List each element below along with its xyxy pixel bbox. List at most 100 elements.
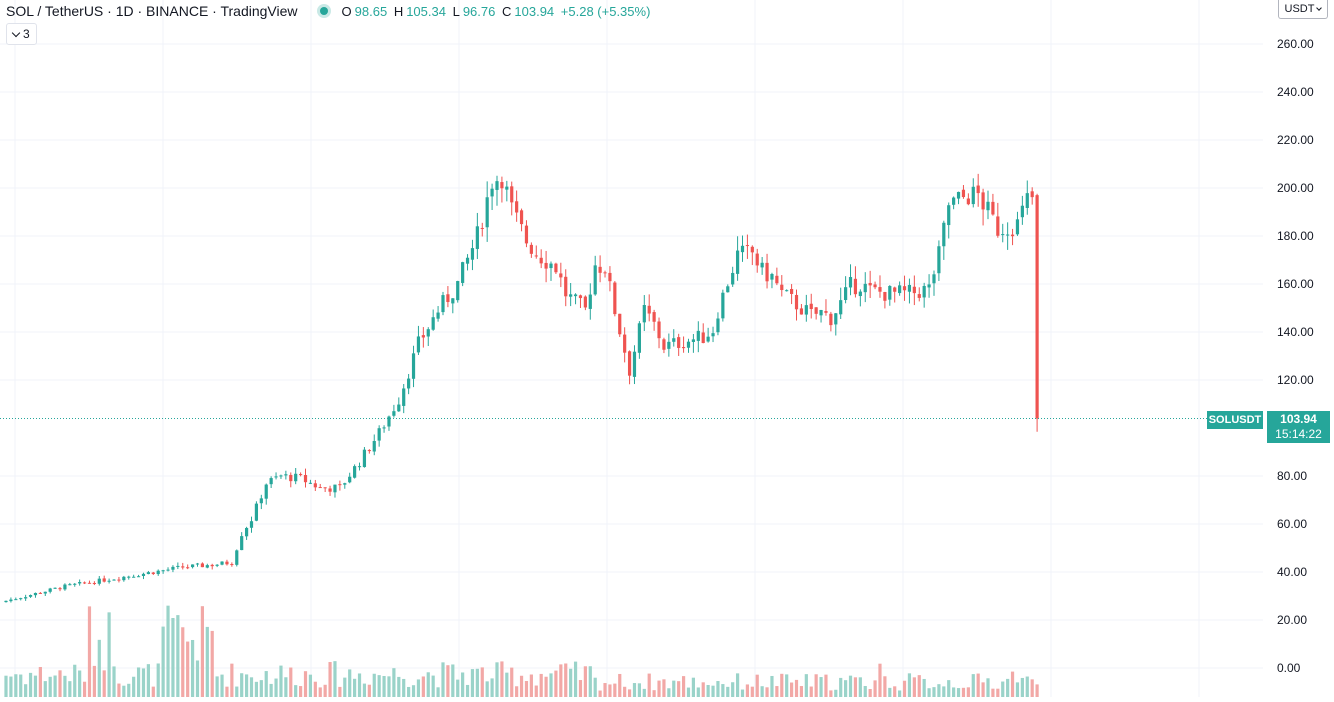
volume-bar [490, 678, 494, 697]
candle-down [647, 305, 651, 314]
volume-bar [244, 674, 249, 697]
candle-up [711, 333, 715, 337]
candle-up [858, 291, 862, 297]
volume-bar [421, 676, 425, 697]
candle-up [107, 580, 111, 582]
volume-bar [176, 615, 180, 697]
volume-bar [78, 670, 82, 697]
volume-bar [122, 685, 126, 697]
candle-down [883, 292, 887, 301]
candle-down [961, 189, 966, 198]
candle-up [475, 226, 479, 249]
volume-bar [652, 690, 656, 697]
volume-bar [839, 677, 843, 697]
candle-up [53, 587, 57, 589]
candle-down [446, 294, 450, 303]
candle-down [991, 201, 995, 215]
candle-up [416, 336, 421, 353]
volume-bar [333, 661, 337, 697]
candle-up [264, 484, 268, 499]
price-axis-background [1263, 0, 1334, 697]
candle-up [942, 222, 946, 247]
candle-up [407, 378, 411, 389]
candle-down [603, 272, 607, 274]
candle-down [829, 313, 833, 326]
candle-up [1020, 205, 1024, 218]
candle-up [593, 265, 597, 295]
volume-bar [63, 675, 67, 697]
candle-up [146, 572, 150, 575]
candle-down [186, 567, 190, 569]
candle-up [956, 191, 961, 199]
candle-up [937, 246, 941, 274]
candle-down [809, 303, 813, 310]
symbol-title[interactable]: SOL / TetherUS · 1D · BINANCE · TradingV… [6, 3, 298, 19]
candle-up [686, 341, 691, 348]
candle-up [348, 476, 352, 483]
candle-up [770, 273, 774, 280]
volume-bar [765, 687, 769, 697]
volume-bar [883, 676, 887, 697]
volume-bar [1010, 671, 1015, 697]
volume-bar [623, 686, 627, 697]
volume-bar [181, 627, 185, 697]
volume-bars [4, 605, 1039, 697]
volume-bar [308, 674, 313, 697]
candle-up [1006, 234, 1010, 236]
volume-bar [539, 673, 543, 697]
volume-bar [225, 686, 229, 697]
volume-bar [436, 687, 440, 697]
volume-bar [470, 669, 475, 697]
volume-bar [824, 674, 828, 697]
volume-bar [956, 688, 961, 697]
candle-up [465, 257, 470, 264]
candle-down [917, 294, 921, 298]
candle-down [544, 262, 548, 269]
volume-bar [274, 678, 278, 697]
candle-down [87, 582, 92, 584]
candle-up [863, 283, 867, 293]
volume-bar [397, 676, 401, 697]
candle-up [9, 599, 13, 602]
currency-select[interactable]: USDT [1278, 0, 1328, 19]
candle-down [303, 475, 308, 483]
volume-bar [92, 665, 96, 697]
volume-bar [387, 676, 391, 697]
candle-up [505, 186, 509, 190]
candle-up [731, 272, 735, 285]
volume-bar [952, 687, 956, 697]
volume-bar [672, 680, 676, 697]
collapse-indicators-button[interactable]: 3 [6, 23, 37, 45]
candle-down [230, 564, 234, 566]
candle-up [426, 329, 430, 337]
candle-down [421, 335, 425, 338]
volume-bar [790, 682, 794, 697]
currency-label: USDT [1284, 3, 1315, 15]
candle-up [19, 598, 23, 600]
candle-down [328, 488, 332, 492]
chart-legend: SOL / TetherUS · 1D · BINANCE · TradingV… [6, 2, 650, 20]
candle-down [701, 332, 705, 344]
candle-down [515, 201, 519, 213]
candle-down [996, 216, 1000, 236]
candle-up [721, 292, 725, 319]
volume-bar [353, 678, 357, 697]
volume-bar [760, 686, 764, 697]
volume-bar [834, 689, 838, 697]
volume-bar [254, 681, 259, 697]
candle-up [112, 579, 116, 581]
volume-bar [166, 605, 170, 697]
volume-bar [456, 679, 460, 697]
candle-up [848, 277, 853, 288]
volume-bar [68, 681, 72, 697]
volume-bar [966, 687, 970, 697]
candle-up [667, 341, 671, 349]
candle-up [308, 482, 313, 484]
candle-down [510, 186, 514, 203]
candle-up [735, 250, 740, 274]
price-axis[interactable]: 260.00 240.00 220.00 200.00 180.00 160.00 140.… [1277, 37, 1314, 675]
candle-down [745, 245, 750, 247]
candle-down [299, 474, 303, 476]
